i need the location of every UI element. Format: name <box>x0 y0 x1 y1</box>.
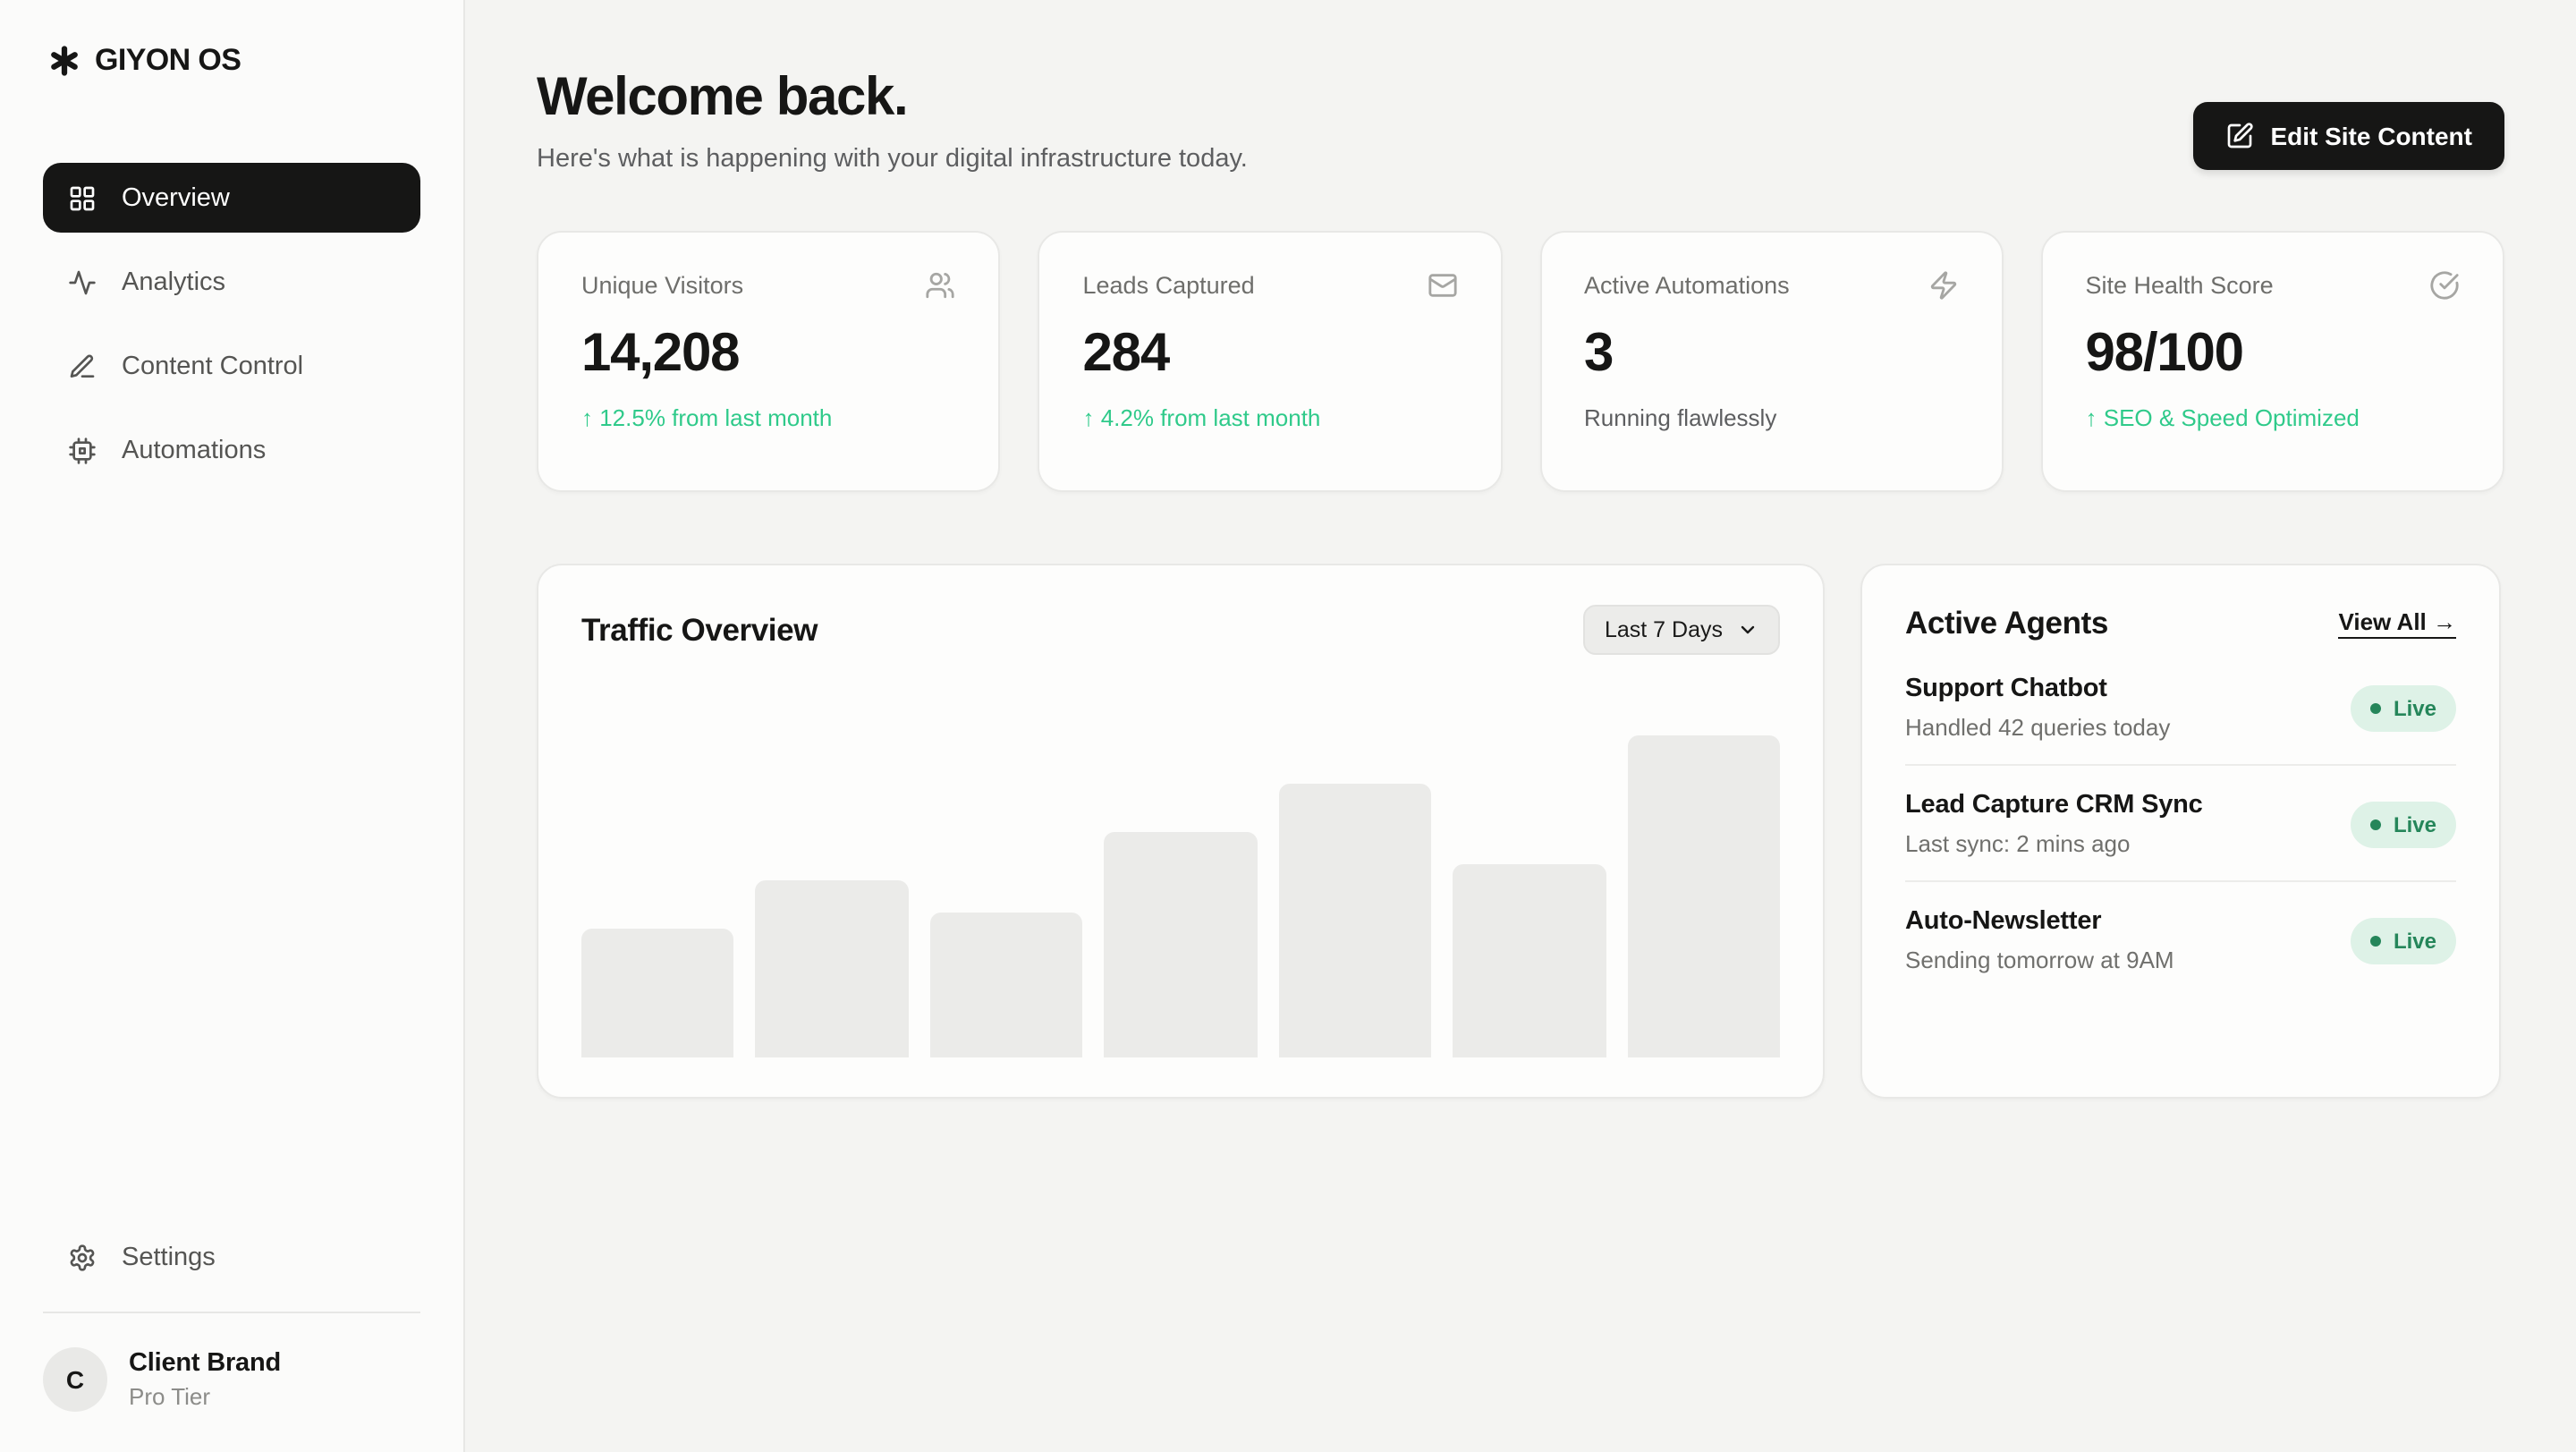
live-dot-icon <box>2369 819 2381 829</box>
check-circle-icon <box>2430 271 2459 300</box>
square-pen-icon <box>2228 123 2254 149</box>
flower-asterisk-icon <box>51 46 78 76</box>
agent-name: Auto-Newsletter <box>1905 907 2102 936</box>
sidebar-bottom: Settings C Client Brand Pro Tier <box>43 1223 420 1411</box>
brand: GIYON OS <box>43 43 420 79</box>
sidebar-item-automations[interactable]: Automations <box>43 415 420 485</box>
edit-site-content-label: Edit Site Content <box>2270 122 2472 150</box>
live-dot-icon <box>2369 702 2381 713</box>
sidebar: GIYON OS Overview Analytics Cont <box>0 0 465 1452</box>
stat-delta: ↑ 12.5% from last month <box>581 404 833 431</box>
active-agents-card: Active Agents View All → Support Chatbot… <box>1860 564 2501 1099</box>
date-range-select[interactable]: Last 7 Days <box>1582 605 1780 655</box>
agent-name: Support Chatbot <box>1905 675 2107 703</box>
grid-icon <box>70 185 95 210</box>
traffic-overview-card: Traffic Overview Last 7 Days <box>537 564 1825 1099</box>
page-title: Welcome back. <box>537 68 909 127</box>
users-icon <box>926 272 955 299</box>
stat-delta: ↑ 4.2% from last month <box>1082 404 1321 431</box>
sidebar-item-label: Analytics <box>122 267 226 296</box>
traffic-overview-title: Traffic Overview <box>581 611 818 647</box>
traffic-bar <box>1627 735 1780 1057</box>
sidebar-item-label: Settings <box>122 1244 216 1272</box>
sidebar-item-settings[interactable]: Settings <box>43 1223 420 1293</box>
traffic-bar-chart <box>581 735 1780 1057</box>
stat-delta: Running flawlessly <box>1584 404 1777 431</box>
lower-section: Traffic Overview Last 7 Days <box>537 564 2504 1099</box>
zap-icon <box>1930 271 1956 300</box>
agent-list: Support Chatbot Handled 42 queries today… <box>1905 650 2456 997</box>
sidebar-nav: Overview Analytics Content Control A <box>43 163 420 485</box>
sidebar-divider <box>43 1311 420 1312</box>
date-range-value: Last 7 Days <box>1604 617 1723 642</box>
active-agents-title: Active Agents <box>1905 605 2108 641</box>
traffic-bar <box>929 913 1083 1057</box>
agent-detail: Sending tomorrow at 9AM <box>1905 947 2174 973</box>
agent-detail: Last sync: 2 mins ago <box>1905 830 2131 857</box>
activity-icon <box>69 269 96 294</box>
agent-row-auto-newsletter: Auto-Newsletter Sending tomorrow at 9AM … <box>1905 882 2456 997</box>
agent-detail: Handled 42 queries today <box>1905 714 2171 741</box>
traffic-bar <box>581 929 734 1057</box>
stat-value: 284 <box>1082 324 1171 383</box>
main-content: Welcome back. Here's what is happening w… <box>465 0 2576 1452</box>
sidebar-item-overview[interactable]: Overview <box>43 163 420 233</box>
agent-row-support-chatbot: Support Chatbot Handled 42 queries today… <box>1905 650 2456 766</box>
status-badge-live: Live <box>2350 801 2456 847</box>
traffic-bar <box>755 880 909 1057</box>
agent-row-lead-capture-crm-sync: Lead Capture CRM Sync Last sync: 2 mins … <box>1905 766 2456 882</box>
profile-chip[interactable]: C Client Brand Pro Tier <box>43 1346 420 1411</box>
traffic-bar <box>1453 864 1606 1057</box>
stat-card-leads-captured: Leads Captured 284 ↑ 4.2% from last mont… <box>1038 231 1502 492</box>
gear-icon <box>70 1244 95 1271</box>
page-subtitle: Here's what is happening with your digit… <box>537 145 1248 174</box>
sidebar-item-label: Automations <box>122 436 267 464</box>
avatar: C <box>43 1346 107 1411</box>
stat-label: Active Automations <box>1584 272 1790 299</box>
topbar: Welcome back. Here's what is happening w… <box>537 68 2504 174</box>
stat-delta: ↑ SEO & Speed Optimized <box>2085 404 2360 431</box>
stat-label: Unique Visitors <box>581 272 744 299</box>
stat-value: 98/100 <box>2085 324 2245 383</box>
stat-card-site-health: Site Health Score 98/100 ↑ SEO & Speed O… <box>2040 231 2504 492</box>
view-all-link[interactable]: View All → <box>2338 608 2456 639</box>
status-badge-live: Live <box>2350 917 2456 964</box>
live-dot-icon <box>2369 935 2381 946</box>
stat-value: 14,208 <box>581 324 741 383</box>
sidebar-item-analytics[interactable]: Analytics <box>43 247 420 317</box>
sidebar-item-label: Content Control <box>122 352 304 380</box>
stat-value: 3 <box>1584 324 1614 383</box>
stat-cards: Unique Visitors 14,208 ↑ 12.5% from last… <box>537 231 2504 492</box>
agent-name: Lead Capture CRM Sync <box>1905 791 2203 819</box>
status-badge-live: Live <box>2350 684 2456 731</box>
sidebar-item-content-control[interactable]: Content Control <box>43 331 420 401</box>
stat-card-active-automations: Active Automations 3 Running flawlessly <box>1539 231 2004 492</box>
profile-name: Client Brand <box>129 1348 282 1377</box>
edit-site-content-button[interactable]: Edit Site Content <box>2193 102 2504 170</box>
cpu-icon <box>69 437 96 463</box>
profile-tier: Pro Tier <box>129 1382 211 1409</box>
mail-icon <box>1428 274 1456 297</box>
traffic-bar <box>1278 784 1432 1057</box>
pen-icon <box>70 353 95 377</box>
sidebar-item-label: Overview <box>122 183 230 212</box>
brand-name: GIYON OS <box>95 43 242 77</box>
stat-card-unique-visitors: Unique Visitors 14,208 ↑ 12.5% from last… <box>537 231 1001 492</box>
stat-label: Site Health Score <box>2085 272 2274 299</box>
stat-label: Leads Captured <box>1082 272 1255 299</box>
chevron-down-icon <box>1741 625 1755 634</box>
traffic-bar <box>1104 832 1258 1057</box>
